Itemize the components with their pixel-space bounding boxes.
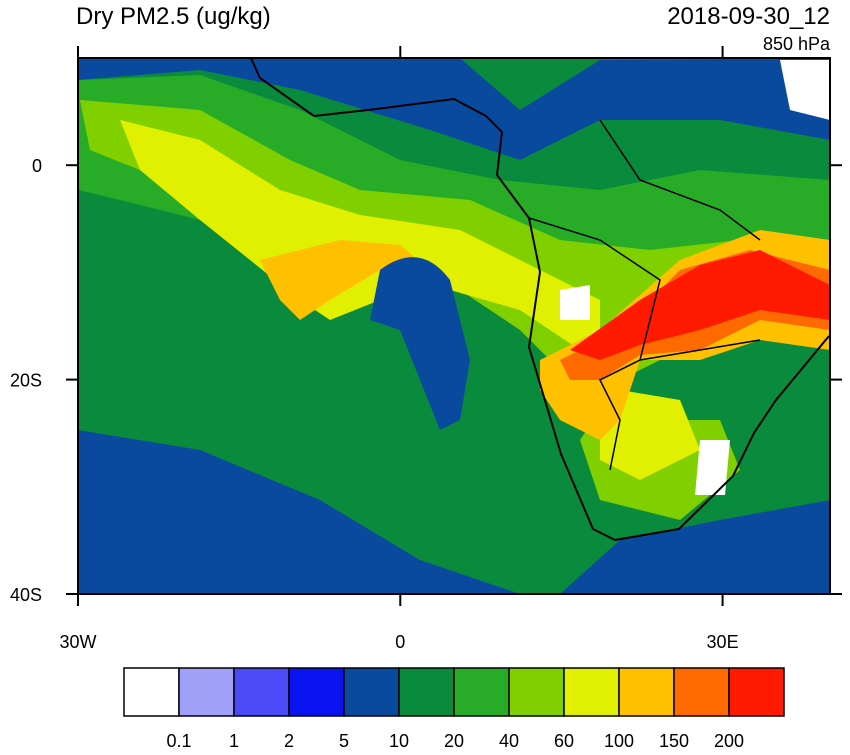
- colorbar-label: 5: [339, 731, 349, 750]
- axes: 30W 0 30E 0 20S 40S: [10, 46, 842, 652]
- title: Dry PM2.5 (ug/kg): [76, 3, 271, 30]
- colorbar-label: 150: [659, 731, 689, 750]
- colorbar-box: [728, 667, 785, 717]
- x-tick-label: 0: [395, 632, 405, 652]
- colorbar-box: [123, 667, 180, 717]
- colorbar-label: 1: [229, 731, 239, 750]
- colorbar-box: [508, 667, 565, 717]
- colorbar: 0.1 1 2 5 10 20 40 60 100 150 200: [123, 667, 785, 751]
- colorbar-box: [233, 667, 290, 717]
- y-tick-label: 40S: [10, 585, 42, 605]
- y-tick-label: 20S: [10, 371, 42, 391]
- colorbar-box: [288, 667, 345, 717]
- y-tick-label: 0: [32, 156, 42, 176]
- colorbar-label: 100: [604, 731, 634, 750]
- map-frame: [77, 57, 831, 595]
- colorbar-label: 0.1: [166, 731, 191, 750]
- colorbar-box: [453, 667, 510, 717]
- colorbar-label: 200: [714, 731, 744, 750]
- colorbar-box: [398, 667, 455, 717]
- colorbar-label: 20: [444, 731, 464, 750]
- colorbar-box: [673, 667, 730, 717]
- colorbar-label: 60: [554, 731, 574, 750]
- x-tick-label: 30W: [59, 632, 96, 652]
- map-field: [78, 58, 830, 594]
- colorbar-box: [618, 667, 675, 717]
- colorbar-box: [563, 667, 620, 717]
- level: 850 hPa: [763, 34, 831, 54]
- date: 2018-09-30_12: [667, 3, 830, 30]
- x-tick-label: 30E: [707, 632, 739, 652]
- colorbar-box: [178, 667, 235, 717]
- colorbar-box: [343, 667, 400, 717]
- colorbar-label: 40: [499, 731, 519, 750]
- colorbar-label: 10: [389, 731, 409, 750]
- colorbar-label: 2: [284, 731, 294, 750]
